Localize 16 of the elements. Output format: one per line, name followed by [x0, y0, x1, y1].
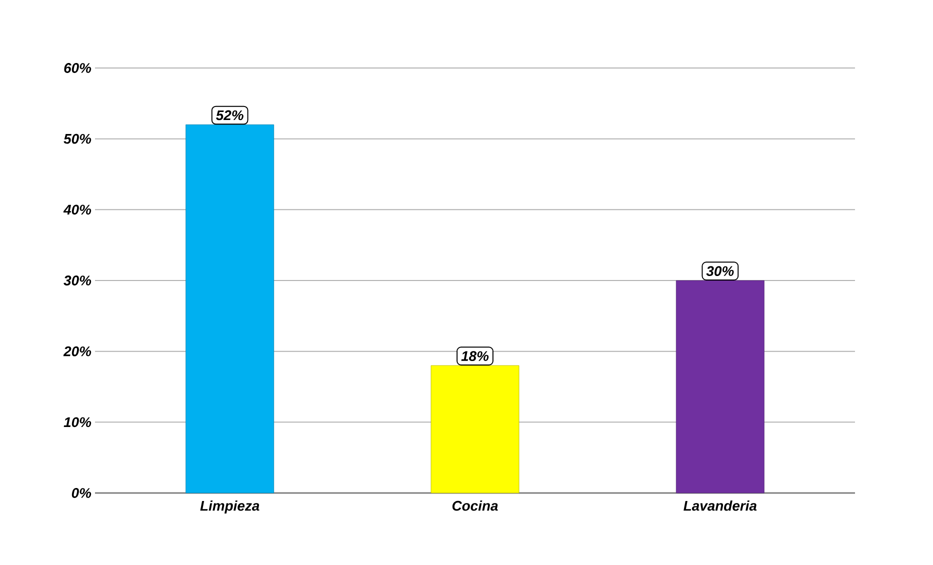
bar — [430, 365, 520, 494]
bar — [186, 124, 274, 494]
y-tick-label: 30% — [64, 276, 92, 286]
y-tick-label: 60% — [64, 63, 92, 73]
y-tick-label: 50% — [64, 134, 92, 144]
y-tick-label: 0% — [72, 488, 92, 498]
bar — [676, 280, 764, 494]
x-tick-label: Limpieza — [200, 500, 260, 514]
y-tick-label: 40% — [63, 204, 92, 215]
y-tick-label: 20% — [63, 346, 92, 356]
data-label: 18% — [461, 351, 489, 362]
x-tick-label: Lavanderia — [684, 500, 757, 511]
y-tick-label: 10% — [64, 417, 92, 428]
x-tick-label: Cocina — [452, 500, 498, 511]
data-label: 52% — [216, 110, 244, 120]
data-label: 30% — [706, 266, 734, 276]
